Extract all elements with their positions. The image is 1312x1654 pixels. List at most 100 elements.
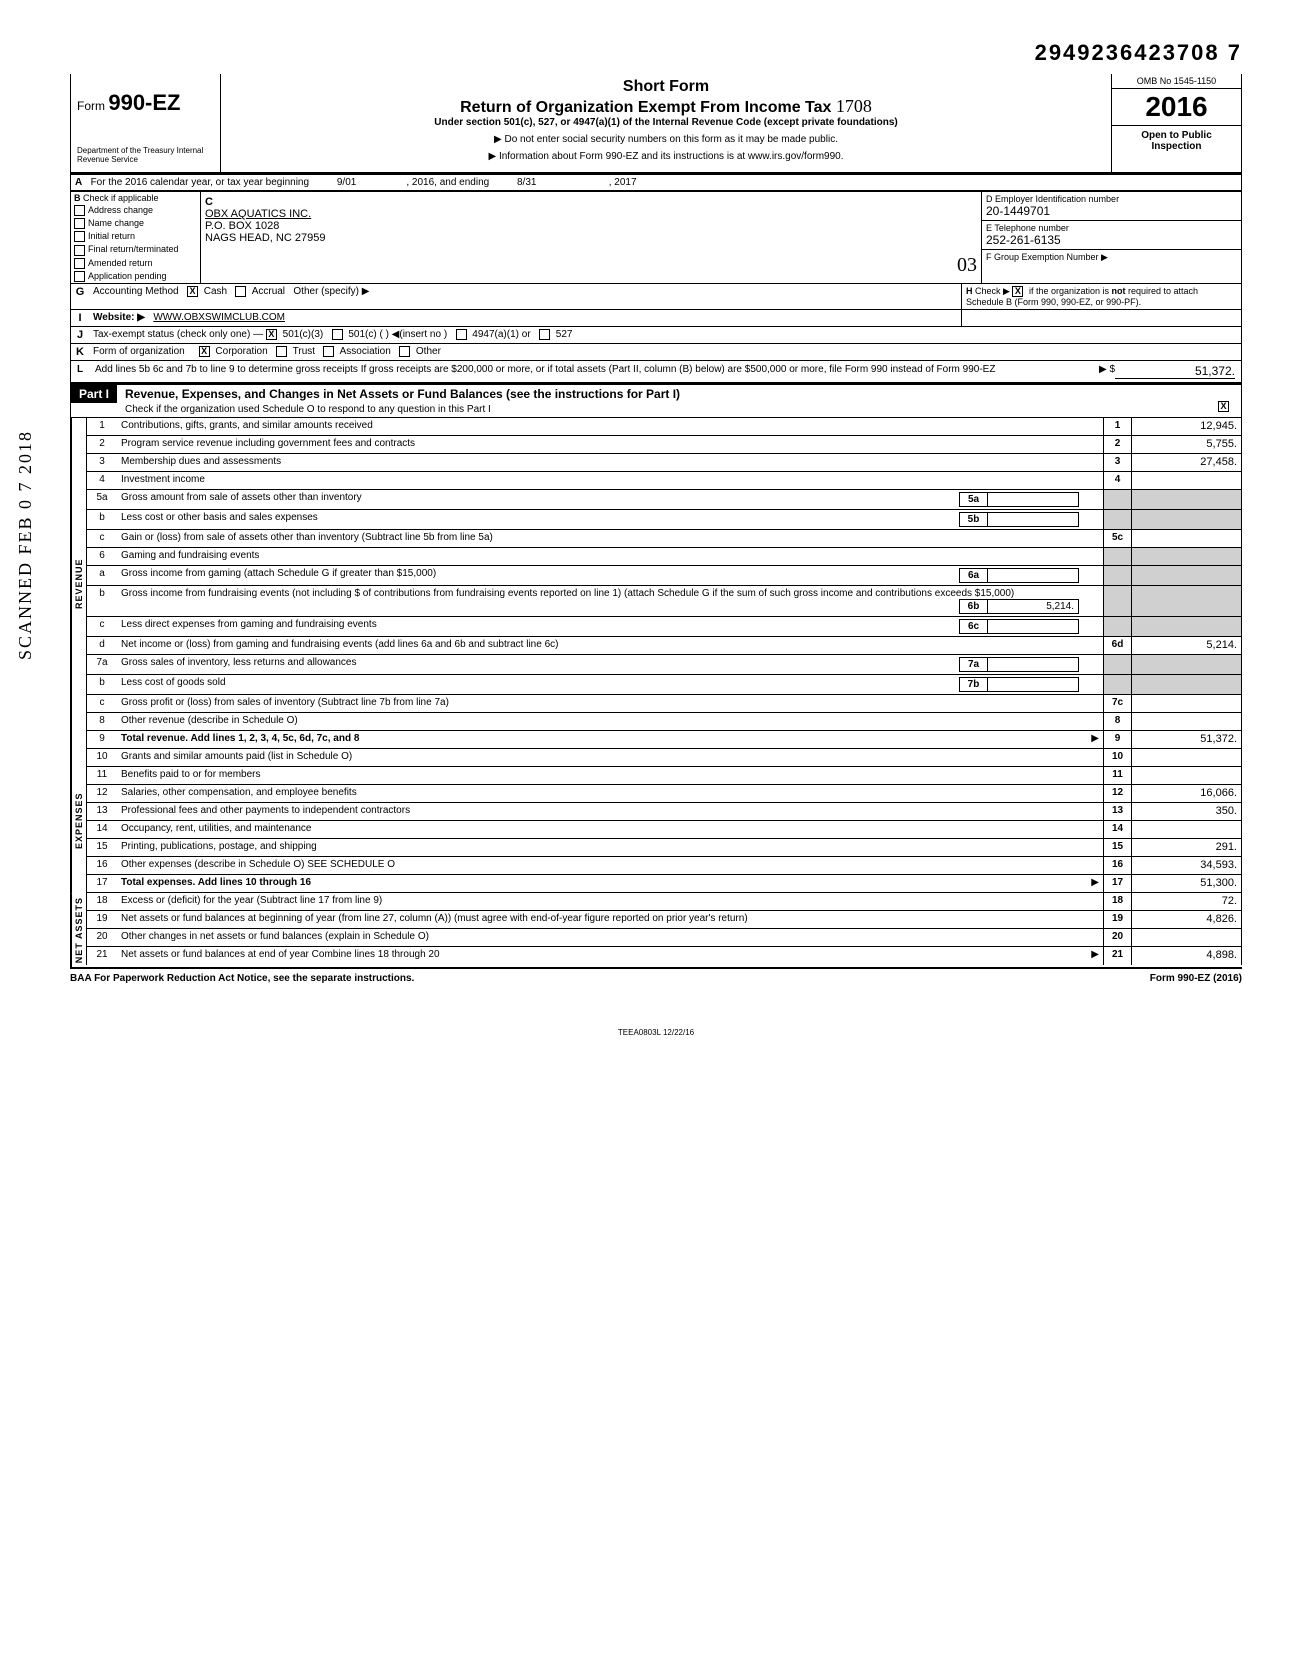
line-l: L Add lines 5b 6c and 7b to line 9 to de… (70, 361, 1242, 383)
expenses-label: EXPENSES (71, 749, 86, 893)
l19-desc: Net assets or fund balances at beginning… (117, 911, 1103, 928)
note1: ▶ Do not enter social security numbers o… (225, 134, 1107, 145)
l21-box: 21 (1103, 947, 1131, 965)
netassets-label: NET ASSETS (71, 893, 86, 967)
l6d-amt: 5,214. (1131, 637, 1241, 654)
l14-box: 14 (1103, 821, 1131, 838)
section-b: B Check if applicable Address change Nam… (70, 191, 1242, 284)
l18-desc: Excess or (deficit) for the year (Subtra… (117, 893, 1103, 910)
l5a-shade (1103, 490, 1131, 509)
chk-other-org[interactable] (399, 346, 410, 357)
e-label: E Telephone number (986, 223, 1069, 233)
l7b-shade2 (1131, 675, 1241, 694)
chk-trust[interactable] (276, 346, 287, 357)
l5b-desc: Less cost or other basis and sales expen… (121, 512, 318, 523)
l6a-sv (988, 569, 1078, 582)
l2-desc: Program service revenue including govern… (117, 436, 1103, 453)
header-right: OMB No 1545-1150 2016 Open to Public Ins… (1111, 74, 1241, 172)
l13-desc: Professional fees and other payments to … (117, 803, 1103, 820)
chk-final-label: Final return/terminated (88, 244, 179, 254)
l18-box: 18 (1103, 893, 1131, 910)
l6c-desc: Less direct expenses from gaming and fun… (121, 619, 377, 630)
l5a-sb: 5a (960, 493, 988, 506)
l4-box: 4 (1103, 472, 1131, 489)
l6-desc: Gaming and fundraising events (117, 548, 1103, 565)
j3-label: 4947(a)(1) or (472, 329, 530, 340)
b-header: Check if applicable (83, 193, 159, 203)
accrual-label: Accrual (252, 286, 285, 297)
chk-527[interactable] (539, 329, 550, 340)
org-name: OBX AQUATICS INC. (205, 208, 311, 220)
l2-box: 2 (1103, 436, 1131, 453)
chk-pending[interactable] (74, 271, 85, 282)
chk-accrual[interactable] (235, 286, 246, 297)
l12-box: 12 (1103, 785, 1131, 802)
org-addr2: NAGS HEAD, NC 27959 (205, 232, 325, 244)
k2-label: Trust (293, 346, 315, 357)
l6b-desc: Gross income from fundraising events (no… (121, 588, 1014, 599)
l8-amt (1131, 713, 1241, 730)
section-a-row: A For the 2016 calendar year, or tax yea… (70, 174, 1242, 191)
c-label: C (205, 196, 213, 208)
l15-box: 15 (1103, 839, 1131, 856)
i-label: Website: ▶ (93, 312, 145, 323)
l5a-shade2 (1131, 490, 1241, 509)
l6c-sv (988, 620, 1078, 633)
chk-assoc[interactable] (323, 346, 334, 357)
l10-box: 10 (1103, 749, 1131, 766)
j1-label: 501(c)(3) (283, 329, 324, 340)
cash-label: Cash (204, 286, 227, 297)
chk-4947[interactable] (456, 329, 467, 340)
chk-cash[interactable] (187, 286, 198, 297)
l5b-sv (988, 513, 1078, 526)
l19-amt: 4,826. (1131, 911, 1241, 928)
chk-initial[interactable] (74, 231, 85, 242)
l15-amt: 291. (1131, 839, 1241, 856)
chk-pending-label: Application pending (88, 271, 167, 281)
footer-baa: BAA For Paperwork Reduction Act Notice, … (70, 973, 414, 984)
chk-amended[interactable] (74, 258, 85, 269)
j4-label: 527 (556, 329, 573, 340)
scanned-stamp: SCANNED FEB 0 7 2018 (15, 430, 36, 660)
l4-num: 4 (87, 472, 117, 489)
l14-desc: Occupancy, rent, utilities, and maintena… (117, 821, 1103, 838)
l16-num: 16 (87, 857, 117, 874)
l6d-box: 6d (1103, 637, 1131, 654)
l9-desc: Total revenue. Add lines 1, 2, 3, 4, 5c,… (121, 733, 359, 744)
form-number: Form 990-EZ (77, 90, 214, 116)
l18-num: 18 (87, 893, 117, 910)
chk-corp[interactable] (199, 346, 210, 357)
l6c-sb: 6c (960, 620, 988, 633)
footer-form: Form 990-EZ (2016) (1150, 973, 1242, 984)
chk-final[interactable] (74, 245, 85, 256)
public-inspection: Open to Public Inspection (1112, 126, 1241, 156)
revenue-section: REVENUE 1Contributions, gifts, grants, a… (70, 418, 1242, 749)
l6b-num: b (87, 586, 117, 616)
year-end: 8/31 (517, 177, 536, 188)
handwritten-1708: 1708 (836, 96, 872, 116)
chk-schedule-o[interactable] (1218, 401, 1229, 412)
chk-amended-label: Amended return (88, 258, 153, 268)
org-addr1: P.O. BOX 1028 (205, 220, 279, 232)
chk-addr[interactable] (74, 205, 85, 216)
chk-501c[interactable] (332, 329, 343, 340)
f-label: F Group Exemption Number ▶ (986, 252, 1108, 262)
l3-desc: Membership dues and assessments (117, 454, 1103, 471)
row-g-i: G Accounting Method Cash Accrual Other (… (70, 284, 1242, 310)
l6b-shade (1103, 586, 1131, 616)
year-begin: 9/01 (337, 177, 356, 188)
chk-501c3[interactable] (266, 329, 277, 340)
d-label: D Employer Identification number (986, 194, 1119, 204)
l11-num: 11 (87, 767, 117, 784)
section-a-text: For the 2016 calendar year, or tax year … (91, 177, 309, 188)
b-right: D Employer Identification number 20-1449… (981, 192, 1241, 283)
l4-amt (1131, 472, 1241, 489)
l15-num: 15 (87, 839, 117, 856)
chk-sched-b[interactable] (1012, 286, 1023, 297)
l7a-shade (1103, 655, 1131, 674)
line-l-amount: 51,372. (1115, 364, 1235, 379)
l19-box: 19 (1103, 911, 1131, 928)
l20-num: 20 (87, 929, 117, 946)
l5c-desc: Gain or (loss) from sale of assets other… (117, 530, 1103, 547)
chk-name[interactable] (74, 218, 85, 229)
